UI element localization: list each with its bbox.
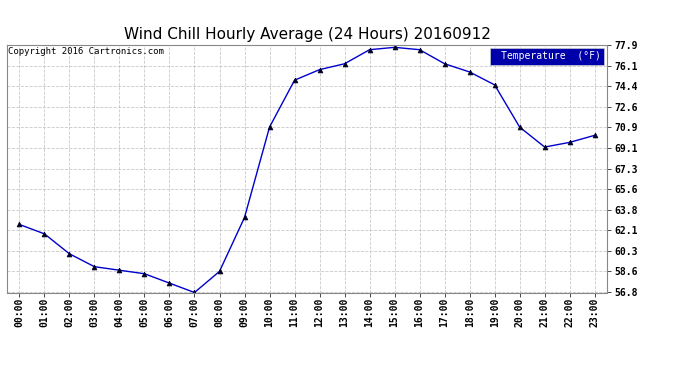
Legend: Temperature  (°F): Temperature (°F)	[490, 48, 604, 65]
Title: Wind Chill Hourly Average (24 Hours) 20160912: Wind Chill Hourly Average (24 Hours) 201…	[124, 27, 491, 42]
Text: Copyright 2016 Cartronics.com: Copyright 2016 Cartronics.com	[8, 47, 164, 56]
